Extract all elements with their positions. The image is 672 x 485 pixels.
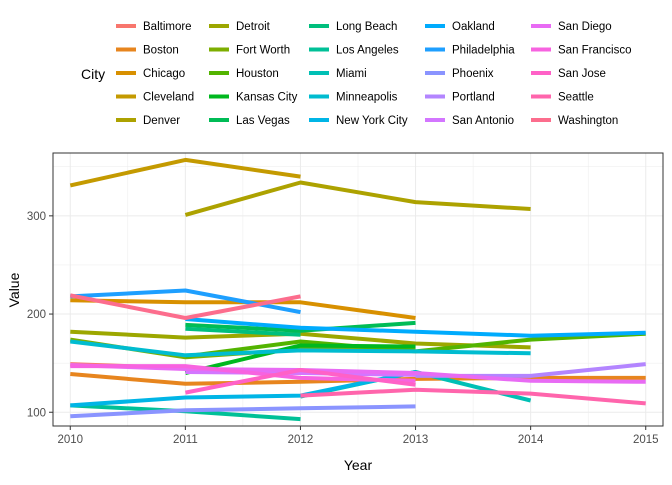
legend-label: Philadelphia <box>452 45 515 57</box>
legend-title: City <box>81 66 105 82</box>
x-axis-label: Year <box>344 457 373 473</box>
legend-label: San Diego <box>558 21 612 33</box>
legend-label: Houston <box>236 68 279 80</box>
legend-label: Long Beach <box>336 21 397 33</box>
x-tick-label: 2015 <box>633 434 659 446</box>
series-line-seattle <box>300 387 646 406</box>
series-line-san-diego <box>70 363 646 384</box>
series-line-san-jose <box>185 368 416 395</box>
y-tick-label: 100 <box>27 407 46 419</box>
y-tick-label: 300 <box>27 211 46 223</box>
legend-label: Kansas City <box>236 92 298 104</box>
y-tick-label: 200 <box>27 309 46 321</box>
legend-label: Seattle <box>558 92 594 104</box>
series-line-washington <box>69 293 301 320</box>
axes: 2010 2011 2012 2013 2014 2015 100 200 300 <box>27 211 659 446</box>
legend-label: Boston <box>143 45 179 57</box>
legend-label: San Antonio <box>452 115 514 127</box>
legend-label: Los Angeles <box>336 45 399 57</box>
legend-label: San Jose <box>558 68 606 80</box>
series-line-long-beach <box>185 326 301 337</box>
legend-label: Minneapolis <box>336 92 398 104</box>
y-axis-label: Value <box>6 272 22 307</box>
legend-label: Detroit <box>236 21 271 33</box>
series-line-san-antonio <box>185 370 416 377</box>
legend-label: Fort Worth <box>236 45 290 57</box>
legend-label: Chicago <box>143 68 185 80</box>
series-line-denver <box>184 180 531 217</box>
legend-label: Las Vegas <box>236 115 290 127</box>
legend-label: Phoenix <box>452 68 494 80</box>
series-line-minneapolis <box>70 339 531 358</box>
legend-label: Portland <box>452 92 495 104</box>
series-line-cleveland <box>69 157 301 188</box>
x-tick-label: 2012 <box>288 434 314 446</box>
legend-label: Denver <box>143 115 180 127</box>
legend: City Baltimore Boston Chicago Cleveland Denv… <box>81 21 632 127</box>
x-tick-label: 2010 <box>57 434 83 446</box>
series-line-phoenix <box>70 404 416 419</box>
legend-label: Baltimore <box>143 21 192 33</box>
x-tick-label: 2013 <box>403 434 429 446</box>
panel-border <box>52 152 664 427</box>
series-line-oakland <box>185 317 646 338</box>
series-line-las-vegas <box>185 320 416 333</box>
legend-label: New York City <box>336 115 408 127</box>
legend-label: Miami <box>336 68 367 80</box>
x-tick-label: 2011 <box>173 434 198 446</box>
legend-label: San Francisco <box>558 45 632 57</box>
legend-label: Cleveland <box>143 92 194 104</box>
legend-label: Washington <box>558 115 618 127</box>
series-lines <box>52 152 664 427</box>
series-line-kansas-city <box>184 343 416 375</box>
x-tick-label: 2014 <box>518 434 544 446</box>
series-line-new-york-city <box>70 370 416 408</box>
legend-label: Oakland <box>452 21 495 33</box>
